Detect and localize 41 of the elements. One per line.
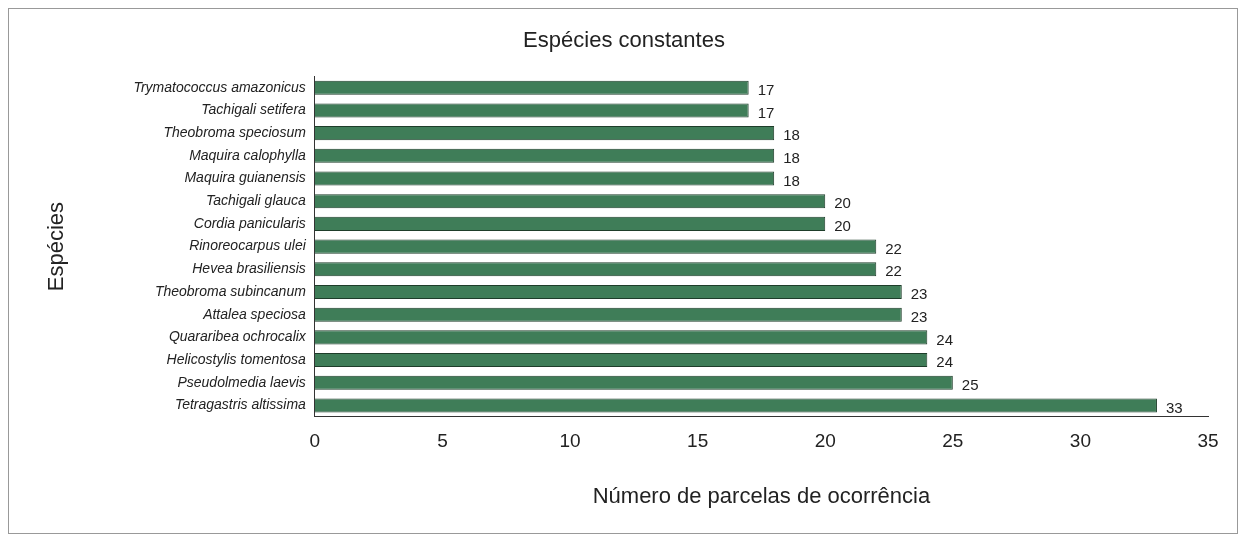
- y-tick-label: Tachigali glauca: [205, 192, 307, 209]
- y-tick-label: Helicostylis tomentosa: [166, 350, 307, 367]
- y-tick-label: Pseudolmedia laevis: [177, 373, 306, 390]
- x-tick-label: 10: [559, 430, 581, 452]
- chart-title: Espécies constantes: [523, 27, 725, 53]
- data-label: 25: [961, 375, 979, 393]
- data-label: 23: [910, 285, 928, 303]
- data-label: 18: [783, 171, 800, 189]
- y-tick-label: Cordia panicularis: [193, 214, 306, 231]
- y-tick-label: Hevea brasiliensis: [192, 260, 306, 277]
- data-label: 20: [834, 217, 851, 235]
- x-tick-label: 30: [1069, 430, 1091, 452]
- x-tick-label: 35: [1197, 430, 1219, 452]
- y-axis-title: Espécies: [43, 201, 69, 292]
- y-tick-label: Tachigali setifera: [201, 101, 307, 118]
- x-tick-label: 0: [309, 430, 321, 452]
- y-tick-label: Maquira calophylla: [189, 146, 307, 163]
- data-label: 22: [885, 239, 902, 257]
- x-tick-label: 5: [437, 430, 448, 452]
- data-label: 33: [1165, 398, 1183, 416]
- y-tick-label: Maquira guianensis: [184, 169, 306, 186]
- y-tick-label: Trymatococcus amazonicus: [133, 78, 306, 95]
- data-label: 23: [910, 307, 928, 325]
- y-tick-label: Theobroma subincanum: [154, 282, 307, 299]
- y-tick-label: Tetragastris altissima: [174, 396, 307, 413]
- y-tick-label: Attalea speciosa: [202, 305, 307, 322]
- x-tick-label: 25: [942, 430, 964, 452]
- y-tick-label: Theobroma speciosum: [163, 124, 307, 141]
- data-label: 17: [757, 80, 775, 98]
- y-tick-label: Rinoreocarpus ulei: [189, 237, 307, 254]
- data-label: 17: [757, 103, 775, 121]
- x-tick-label: 15: [687, 430, 709, 452]
- y-tick-label: Quararibea ochrocalix: [168, 328, 307, 345]
- data-label: 24: [936, 330, 953, 348]
- data-label: 24: [936, 353, 953, 371]
- data-label: 18: [783, 126, 800, 144]
- x-axis-title: Número de parcelas de ocorrência: [592, 482, 931, 508]
- data-label: 22: [885, 262, 902, 280]
- x-tick-label: 20: [814, 430, 836, 452]
- data-label: 20: [834, 194, 851, 212]
- data-label: 18: [783, 148, 800, 166]
